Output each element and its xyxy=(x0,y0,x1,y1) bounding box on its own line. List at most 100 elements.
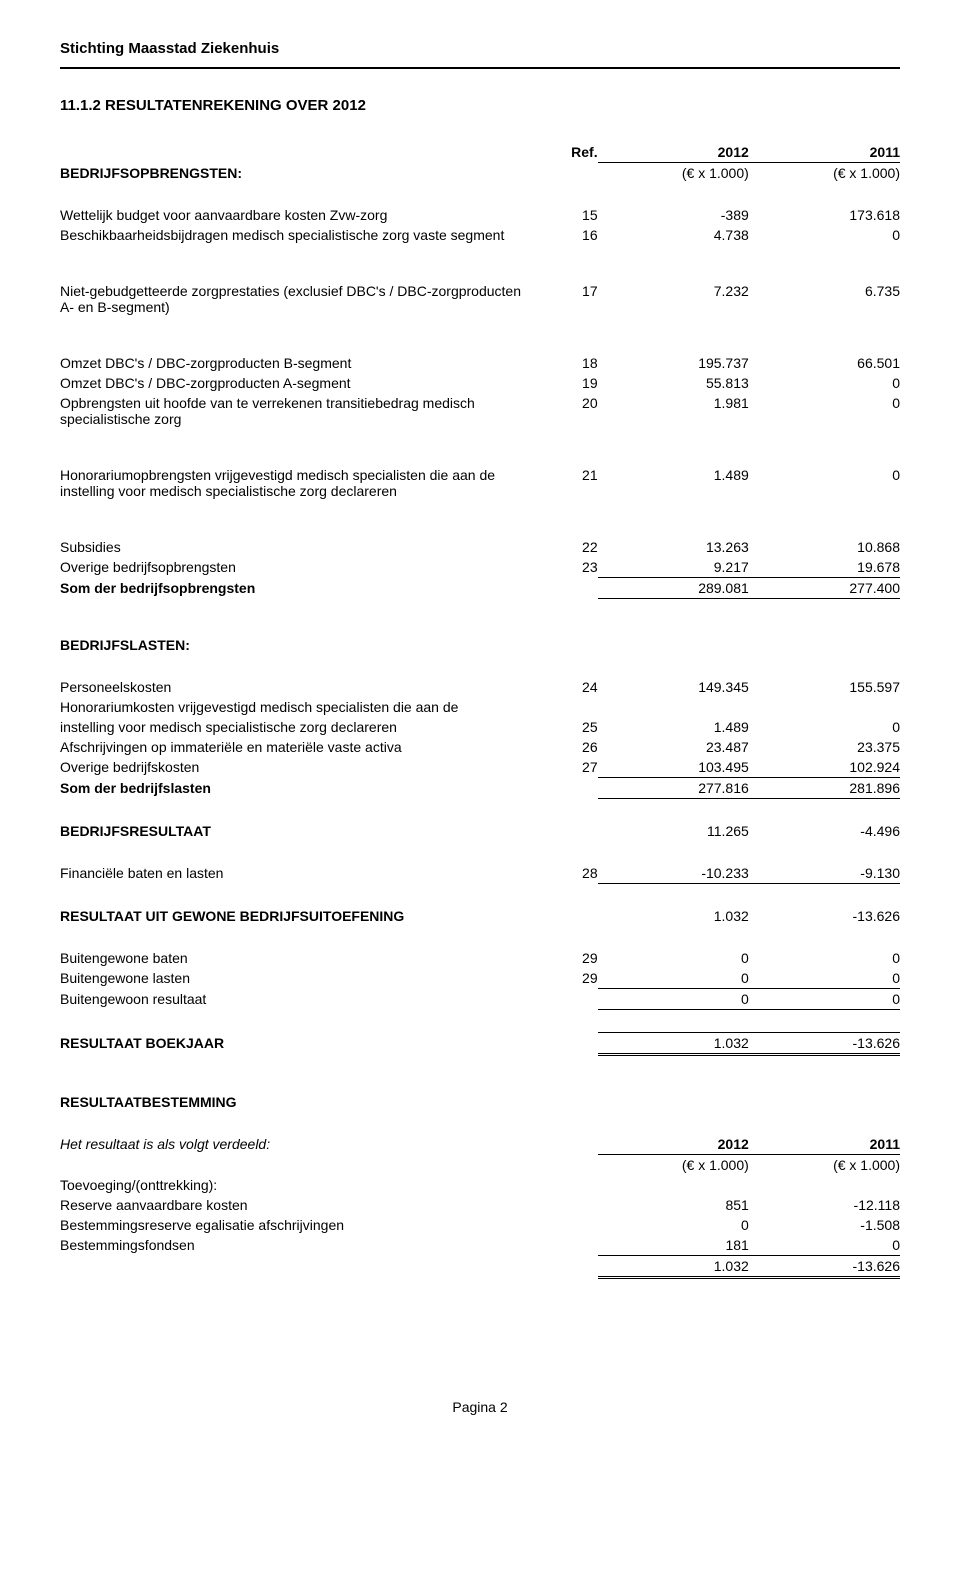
val-a: 1.032 xyxy=(598,1033,749,1055)
label: Overige bedrijfskosten xyxy=(60,757,522,778)
val-a: 0 xyxy=(598,948,749,968)
val-a: 103.495 xyxy=(598,757,749,778)
ref: 26 xyxy=(522,737,598,757)
label: Buitengewoon resultaat xyxy=(60,989,522,1010)
val-b: -1.508 xyxy=(749,1215,900,1235)
label: Overige bedrijfsopbrengsten xyxy=(60,557,522,578)
row-overigeop: Overige bedrijfsopbrengsten 23 9.217 19.… xyxy=(60,557,900,578)
ref: 20 xyxy=(522,393,598,429)
label: Afschrijvingen op immateriële en materië… xyxy=(60,737,522,757)
label: Personeelskosten xyxy=(60,677,522,697)
val-a: 195.737 xyxy=(598,353,749,373)
val-b: 0 xyxy=(749,373,900,393)
row-somop: Som der bedrijfsopbrengsten 289.081 277.… xyxy=(60,578,900,599)
val-a: 0 xyxy=(598,1215,749,1235)
label: Opbrengsten uit hoofde van te verrekenen… xyxy=(60,393,522,429)
row-wettelijk: Wettelijk budget voor aanvaardbare koste… xyxy=(60,205,900,225)
row-reserve: Reserve aanvaardbare kosten 851 -12.118 xyxy=(60,1195,900,1215)
val-a: 1.489 xyxy=(598,717,749,737)
label: Omzet DBC's / DBC-zorgproducten B-segmen… xyxy=(60,353,522,373)
title-rule xyxy=(60,67,900,69)
val-a: 11.265 xyxy=(598,821,749,841)
val-b: 19.678 xyxy=(749,557,900,578)
ref: 24 xyxy=(522,677,598,697)
label: Financiële baten en lasten xyxy=(60,863,522,884)
label: Som der bedrijfslasten xyxy=(60,778,522,799)
label: Reserve aanvaardbare kosten xyxy=(60,1195,522,1215)
row-overigeko: Overige bedrijfskosten 27 103.495 102.92… xyxy=(60,757,900,778)
ref: 22 xyxy=(522,537,598,557)
row-toev: Toevoeging/(onttrekking): xyxy=(60,1175,900,1195)
row-omzetb: Omzet DBC's / DBC-zorgproducten B-segmen… xyxy=(60,353,900,373)
row-nietgebudg: Niet-gebudgetteerde zorgprestaties (excl… xyxy=(60,281,900,317)
ref: 17 xyxy=(522,281,598,317)
val-b: 0 xyxy=(749,465,900,501)
ref: 15 xyxy=(522,205,598,225)
row-besttot: 1.032 -13.626 xyxy=(60,1256,900,1278)
val-a: 1.489 xyxy=(598,465,749,501)
ref: 16 xyxy=(522,225,598,245)
row-honorop: Honorariumopbrengsten vrijgevestigd medi… xyxy=(60,465,900,501)
ref: 21 xyxy=(522,465,598,501)
row-bestemres: Bestemmingsreserve egalisatie afschrijvi… xyxy=(60,1215,900,1235)
label: Som der bedrijfsopbrengsten xyxy=(60,578,522,599)
val-b: 10.868 xyxy=(749,537,900,557)
val-a: 181 xyxy=(598,1235,749,1256)
row-bestemfon: Bestemmingsfondsen 181 0 xyxy=(60,1235,900,1256)
val-b: 0 xyxy=(749,717,900,737)
ref: 23 xyxy=(522,557,598,578)
label: Bestemmingsreserve egalisatie afschrijvi… xyxy=(60,1215,522,1235)
hdr-unit-b: (€ x 1.000) xyxy=(749,163,900,184)
hdr-year-b2: 2011 xyxy=(749,1134,900,1155)
val-b: 6.735 xyxy=(749,281,900,317)
row-bedres: BEDRIJFSRESULTAAT 11.265 -4.496 xyxy=(60,821,900,841)
val-b: 0 xyxy=(749,968,900,989)
row-personeel: Personeelskosten 24 149.345 155.597 xyxy=(60,677,900,697)
label: Honorariumopbrengsten vrijgevestigd medi… xyxy=(60,465,522,501)
label: Het resultaat is als volgt verdeeld: xyxy=(60,1134,522,1155)
row-buitlasten: Buitengewone lasten 29 0 0 xyxy=(60,968,900,989)
val-b: -4.496 xyxy=(749,821,900,841)
val-a: 1.981 xyxy=(598,393,749,429)
label: Subsidies xyxy=(60,537,522,557)
hdr-year-b: 2011 xyxy=(749,142,900,163)
ref: 25 xyxy=(522,717,598,737)
ref: 29 xyxy=(522,948,598,968)
row-finbaten: Financiële baten en lasten 28 -10.233 -9… xyxy=(60,863,900,884)
val-a: 1.032 xyxy=(598,1256,749,1278)
val-a: 851 xyxy=(598,1195,749,1215)
row-subsidies: Subsidies 22 13.263 10.868 xyxy=(60,537,900,557)
sec-bestemming: RESULTAATBESTEMMING xyxy=(60,1092,522,1112)
row-opbreng: Opbrengsten uit hoofde van te verrekenen… xyxy=(60,393,900,429)
val-b: 277.400 xyxy=(749,578,900,599)
val-a: 23.487 xyxy=(598,737,749,757)
val-a: 289.081 xyxy=(598,578,749,599)
val-a: 9.217 xyxy=(598,557,749,578)
ref: 18 xyxy=(522,353,598,373)
header-unit-row: BEDRIJFSOPBRENGSTEN: (€ x 1.000) (€ x 1.… xyxy=(60,163,900,184)
hdr-year-a: 2012 xyxy=(598,142,749,163)
hdr-ref: Ref. xyxy=(522,142,598,163)
label: Beschikbaarheidsbijdragen medisch specia… xyxy=(60,225,522,245)
ref: 28 xyxy=(522,863,598,884)
val-b: 281.896 xyxy=(749,778,900,799)
row-buitres: Buitengewoon resultaat 0 0 xyxy=(60,989,900,1010)
row-verdeeld-unit: (€ x 1.000) (€ x 1.000) xyxy=(60,1155,900,1176)
ref: 27 xyxy=(522,757,598,778)
row-somla: Som der bedrijfslasten 277.816 281.896 xyxy=(60,778,900,799)
label: Wettelijk budget voor aanvaardbare koste… xyxy=(60,205,522,225)
val-a: 1.032 xyxy=(598,906,749,926)
val-a: 55.813 xyxy=(598,373,749,393)
val-b: 66.501 xyxy=(749,353,900,373)
val-a: 7.232 xyxy=(598,281,749,317)
row-honorko1: Honorariumkosten vrijgevestigd medisch s… xyxy=(60,697,900,717)
label: Niet-gebudgetteerde zorgprestaties (excl… xyxy=(60,281,522,317)
val-b: 0 xyxy=(749,225,900,245)
page-footer: Pagina 2 xyxy=(60,1399,900,1415)
val-b: 102.924 xyxy=(749,757,900,778)
val-b: 173.618 xyxy=(749,205,900,225)
row-verdeeld-hdr: Het resultaat is als volgt verdeeld: 201… xyxy=(60,1134,900,1155)
label: RESULTAAT UIT GEWONE BEDRIJFSUITOEFENING xyxy=(60,906,522,926)
income-statement-table: Ref. 2012 2011 BEDRIJFSOPBRENGSTEN: (€ x… xyxy=(60,142,900,1279)
val-a: 149.345 xyxy=(598,677,749,697)
